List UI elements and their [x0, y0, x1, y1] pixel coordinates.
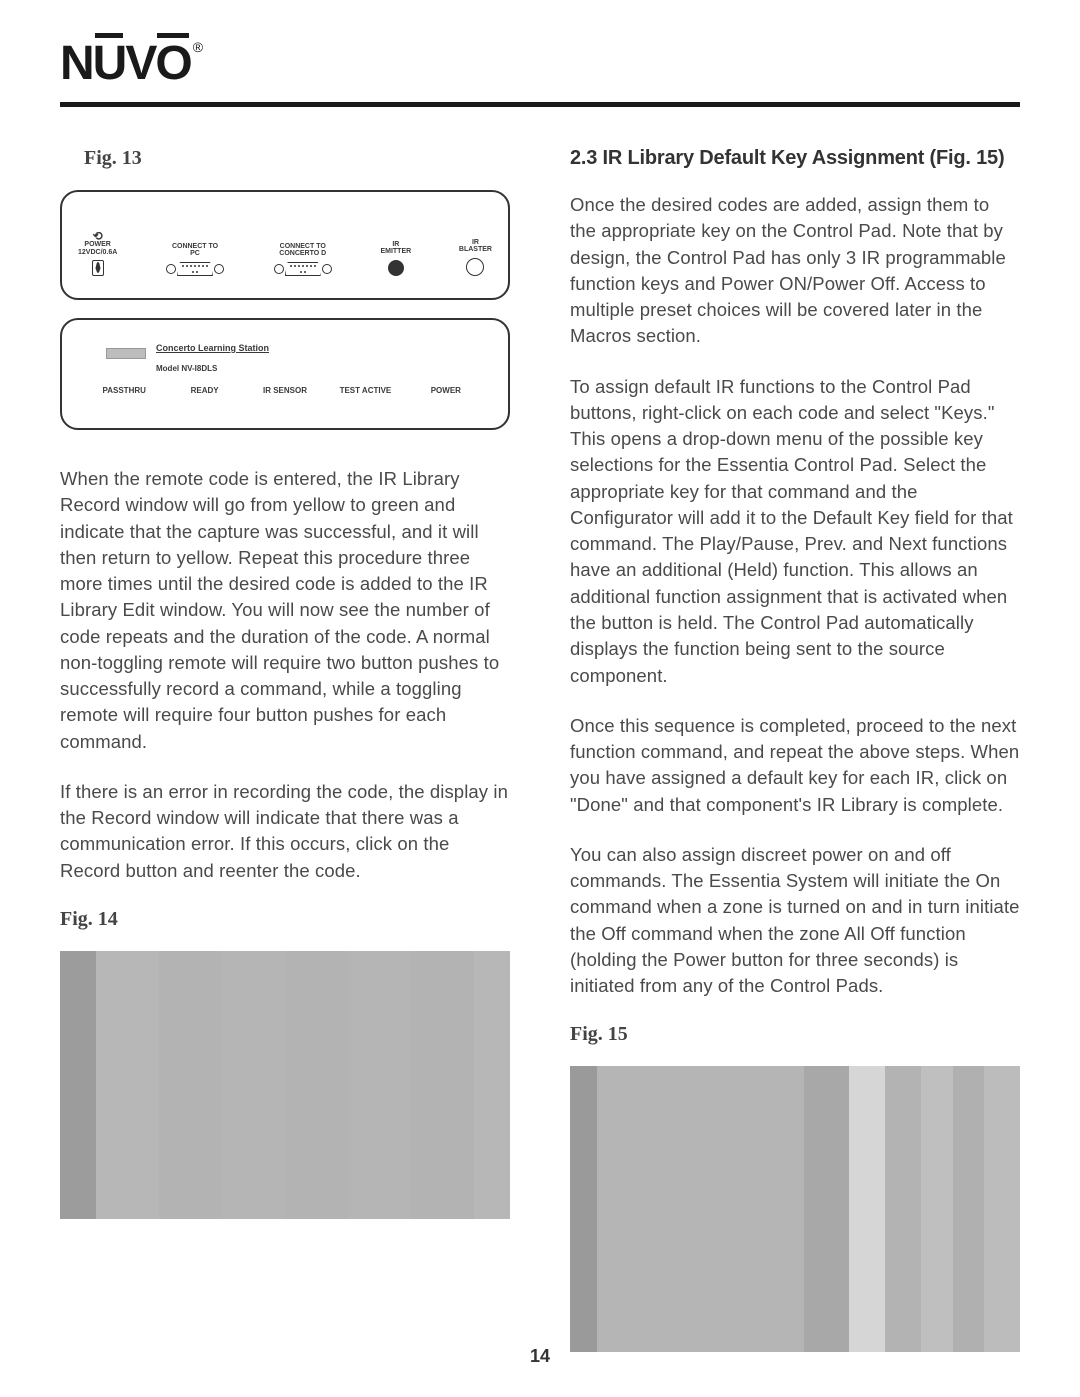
- dc-jack-icon: [96, 262, 100, 273]
- section-2-3-heading: 2.3 IR Library Default Key Assignment (F…: [570, 147, 1020, 170]
- page-number: 14: [0, 1346, 1080, 1367]
- right-para-2: To assign default IR functions to the Co…: [570, 374, 1020, 689]
- placeholder-stripe: [222, 951, 285, 1219]
- placeholder-stripe: [804, 1066, 849, 1352]
- passthru-label: PASSTHRU: [84, 386, 164, 395]
- ir-emitter-icon: [388, 260, 404, 276]
- placeholder-stripe: [849, 1066, 885, 1352]
- fig14-placeholder: [60, 951, 510, 1219]
- indicator-labels: PASSTHRU READY IR SENSOR TEST ACTIVE POW…: [80, 386, 490, 395]
- connect-pc-port: CONNECT TO PC: [165, 243, 225, 276]
- fig15-label: Fig. 15: [570, 1023, 1020, 1046]
- placeholder-stripe: [953, 1066, 985, 1352]
- right-column: 2.3 IR Library Default Key Assignment (F…: [570, 147, 1020, 1352]
- placeholder-stripe: [921, 1066, 953, 1352]
- placeholder-stripe: [570, 1066, 597, 1352]
- connect-concerto-port: CONNECT TO CONCERTO D: [273, 243, 333, 276]
- placeholder-stripe: [159, 951, 222, 1219]
- placeholder-stripe: [285, 951, 348, 1219]
- ir-emitter-port: IR EMITTER: [380, 241, 411, 276]
- db9-connector-icon: [165, 262, 225, 276]
- registered-icon: ®: [193, 39, 201, 55]
- power-label: POWER: [406, 386, 486, 395]
- right-para-1: Once the desired codes are added, assign…: [570, 192, 1020, 350]
- ready-label: READY: [164, 386, 244, 395]
- placeholder-stripe: [984, 1066, 1020, 1352]
- ir-blaster-icon: [466, 258, 484, 276]
- left-para-2: If there is an error in recording the co…: [60, 779, 510, 884]
- page-root: NUVO® Fig. 13 ⟲ POWER 12VDC/0.6A: [0, 0, 1080, 1352]
- logo-row: NUVO®: [60, 40, 1020, 88]
- two-column-layout: Fig. 13 ⟲ POWER 12VDC/0.6A CONNECT TO PC: [60, 147, 1020, 1352]
- left-para-1: When the remote code is entered, the IR …: [60, 466, 510, 755]
- power-port: ⟲ POWER 12VDC/0.6A: [78, 230, 117, 276]
- fig15-placeholder: [570, 1066, 1020, 1352]
- db9-connector-icon: [273, 262, 333, 276]
- fig14-label: Fig. 14: [60, 908, 510, 931]
- brand-plate-icon: [106, 348, 146, 359]
- ir-sensor-label: IR SENSOR: [245, 386, 325, 395]
- placeholder-stripe: [60, 951, 96, 1219]
- device-front-panel: Concerto Learning Station Model NV-I8DLS…: [60, 318, 510, 430]
- placeholder-stripe: [96, 951, 159, 1219]
- fig13-illustration: ⟲ POWER 12VDC/0.6A CONNECT TO PC: [60, 190, 510, 430]
- header-rule: [60, 102, 1020, 107]
- placeholder-stripe: [597, 1066, 804, 1352]
- placeholder-stripe: [474, 951, 510, 1219]
- device-title: Concerto Learning Station Model NV-I8DLS: [156, 334, 269, 374]
- placeholder-stripe: [885, 1066, 921, 1352]
- fig13-label: Fig. 13: [84, 147, 510, 170]
- device-rear-panel: ⟲ POWER 12VDC/0.6A CONNECT TO PC: [60, 190, 510, 300]
- brand-logo: NUVO®: [60, 40, 201, 88]
- left-column: Fig. 13 ⟲ POWER 12VDC/0.6A CONNECT TO PC: [60, 147, 510, 1352]
- placeholder-stripe: [411, 951, 474, 1219]
- right-para-3: Once this sequence is completed, proceed…: [570, 713, 1020, 818]
- placeholder-stripe: [348, 951, 411, 1219]
- test-active-label: TEST ACTIVE: [325, 386, 405, 395]
- ir-blaster-port: IR BLASTER: [459, 239, 492, 276]
- right-para-4: You can also assign discreet power on an…: [570, 842, 1020, 1000]
